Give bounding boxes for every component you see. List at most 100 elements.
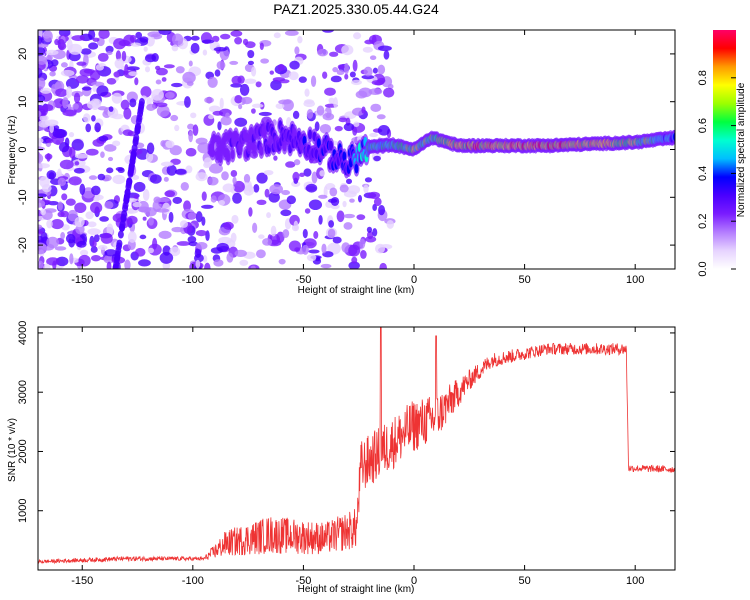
spectrogram-noise-cell bbox=[378, 204, 386, 216]
spectrogram-noise-cell bbox=[306, 254, 317, 262]
spectrogram-noise-cell bbox=[175, 168, 187, 175]
spectrogram-noise-cell bbox=[175, 66, 185, 74]
spectrogram-noise-cell bbox=[106, 77, 117, 85]
spectrogram-noise-cell bbox=[145, 151, 154, 163]
colorbar-tick-label: 0.2 bbox=[697, 214, 709, 229]
spectrogram-noise-cell bbox=[343, 213, 356, 219]
spectrogram-noise-cell bbox=[346, 178, 353, 185]
spectrogram-ytick-label: -10 bbox=[17, 189, 29, 205]
spectrogram-noise-cell bbox=[319, 124, 332, 134]
spectrogram-xtick-label: 0 bbox=[411, 274, 417, 286]
spectrogram-noise-cell bbox=[195, 211, 203, 223]
spectrogram-noise-cell bbox=[330, 75, 342, 83]
snr-xtick-label: 0 bbox=[411, 575, 417, 587]
spectrogram-noise-cell bbox=[49, 123, 55, 134]
spectrogram-noise-cell bbox=[120, 99, 130, 110]
spectrogram-noise-cell bbox=[94, 122, 101, 133]
spectrogram-noise-cell bbox=[201, 191, 207, 201]
spectrogram-noise-cell bbox=[230, 232, 237, 243]
spectrogram-noise-cell bbox=[140, 86, 152, 98]
spectrogram-noise-cell bbox=[171, 82, 183, 88]
spectrogram-ylabel: Frequency (Hz) bbox=[7, 116, 18, 185]
spectrogram-noise-cell bbox=[372, 203, 378, 212]
spectrogram-noise-cell bbox=[234, 94, 243, 104]
spectrogram-noise-cell bbox=[46, 170, 57, 180]
spectrogram-noise-cell bbox=[113, 71, 121, 78]
spectrogram-noise-cell bbox=[251, 103, 264, 108]
spectrogram-noise-cell bbox=[100, 151, 105, 159]
spectrogram-noise-cell bbox=[61, 193, 68, 201]
spectrogram-noise-cell bbox=[155, 67, 168, 76]
spectrogram-noise-cell bbox=[123, 107, 132, 120]
spectrogram-noise-cell bbox=[239, 259, 249, 266]
spectrogram-noise-cell bbox=[314, 121, 320, 132]
spectrogram-noise-cell bbox=[38, 46, 46, 57]
spectrogram-noise-cell bbox=[212, 110, 224, 116]
spectrogram-noise-cell bbox=[298, 76, 307, 83]
spectrogram-noise-cell bbox=[46, 153, 51, 162]
spectrogram-noise-cell bbox=[252, 222, 258, 234]
spectrogram-noise-cell bbox=[170, 114, 179, 122]
spectrogram-noise-cell bbox=[104, 144, 117, 152]
spectrogram-noise-cell bbox=[353, 32, 362, 40]
spectrogram-noise-cell bbox=[293, 220, 299, 231]
colorbar-scale bbox=[713, 30, 736, 269]
spectrogram-noise-cell bbox=[39, 114, 49, 122]
spectrogram-noise-cell bbox=[207, 176, 219, 186]
spectrogram-noise-cell bbox=[127, 231, 137, 243]
spectrogram-noise-cell bbox=[185, 147, 197, 157]
spectrogram-noise-cell bbox=[41, 184, 52, 193]
spectrogram-noise-cell bbox=[248, 207, 253, 217]
spectrogram-noise-cell bbox=[99, 216, 109, 222]
spectrogram-noise-cell bbox=[358, 87, 373, 98]
spectrogram-noise-cell bbox=[91, 115, 96, 122]
spectrogram-noise-cell bbox=[149, 174, 162, 184]
spectrogram-noise-cell bbox=[310, 75, 317, 88]
spectrogram-noise-cell bbox=[187, 236, 197, 243]
spectrogram-noise-cell bbox=[311, 171, 318, 184]
spectrogram-noise-cell bbox=[112, 174, 126, 185]
spectrogram-noise-cell bbox=[241, 96, 253, 105]
spectrogram-noise-cell bbox=[66, 39, 73, 52]
spectrogram-noise-cell bbox=[182, 71, 196, 84]
spectrogram-noise-cell bbox=[68, 176, 82, 186]
spectrogram-noise-cell bbox=[45, 49, 59, 56]
spectrogram-ridge-cell bbox=[259, 145, 264, 156]
spectrogram-noise-cell bbox=[90, 254, 101, 262]
snr-frame bbox=[37, 326, 676, 571]
spectrogram-noise-cell bbox=[46, 257, 60, 266]
spectrogram-noise-cell bbox=[38, 137, 44, 144]
spectrogram-noise-cell bbox=[126, 215, 138, 225]
spectrogram-noise-cell bbox=[135, 31, 143, 39]
spectrogram-noise-cell bbox=[60, 232, 66, 240]
spectrogram-noise-cell bbox=[144, 54, 157, 63]
spectrogram-noise-cell bbox=[262, 238, 273, 246]
spectrogram-noise-cell bbox=[107, 156, 114, 162]
spectrogram-noise-cell bbox=[75, 224, 85, 235]
snr-ticks: -150 -100 -50 0 50 100 1000 2000 3000 4000 bbox=[17, 321, 675, 587]
spectrogram-xtick-label: -50 bbox=[295, 274, 311, 286]
spectrogram-noise-cell bbox=[317, 48, 329, 57]
spectrogram-noise-cell bbox=[284, 30, 299, 36]
spectrogram-noise-cell bbox=[72, 103, 79, 110]
spectrogram-noise-cell bbox=[289, 60, 300, 70]
spectrogram-noise-cell bbox=[364, 39, 374, 45]
spectrogram-noise-cell bbox=[351, 79, 362, 86]
spectrogram-noise-cell bbox=[364, 177, 373, 183]
spectrogram-noise-cell bbox=[155, 102, 168, 108]
snr-ytick-label: 2000 bbox=[17, 439, 29, 463]
spectrogram-noise-cell bbox=[183, 200, 191, 212]
spectrogram-noise-cell bbox=[195, 172, 208, 182]
spectrogram-noise-cell bbox=[244, 78, 257, 84]
spectrogram-noise-cell bbox=[320, 263, 332, 269]
spectrogram-noise-cell bbox=[171, 226, 184, 233]
spectrogram-noise-cell bbox=[231, 214, 239, 224]
spectrogram-noise-cell bbox=[187, 123, 195, 130]
spectrogram-noise-cell bbox=[160, 140, 167, 147]
spectrogram-noise-cell bbox=[349, 198, 355, 203]
spectrogram-noise-cell bbox=[38, 35, 43, 45]
spectrogram-noise-cell bbox=[190, 42, 200, 54]
spectrogram-noise-cell bbox=[361, 74, 375, 80]
snr-xtick-label: -150 bbox=[71, 575, 93, 587]
